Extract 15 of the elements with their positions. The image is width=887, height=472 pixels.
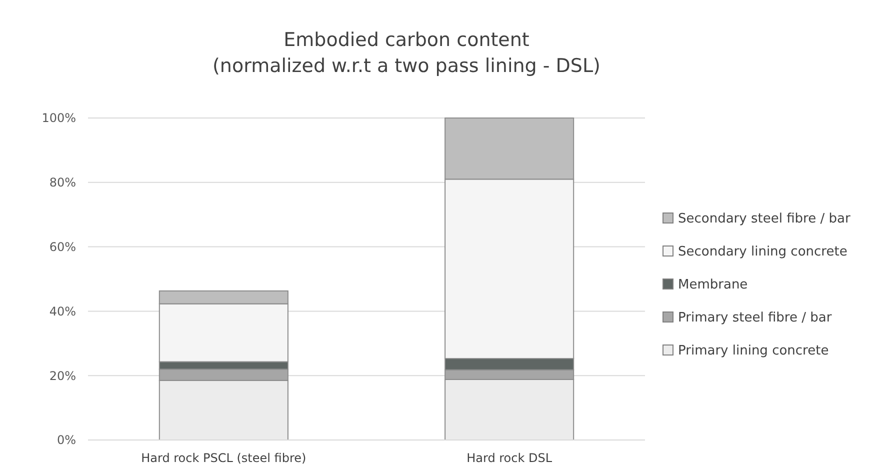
- y-tick-label: 60%: [49, 240, 76, 254]
- legend-label: Primary lining concrete: [678, 344, 829, 359]
- legend-label: Membrane: [678, 278, 748, 293]
- legend-label: Secondary lining concrete: [678, 244, 848, 260]
- legend-label: Primary steel fibre / bar: [678, 310, 832, 326]
- y-tick-label: 40%: [49, 304, 76, 318]
- x-tick-label: Hard rock DSL: [466, 451, 552, 465]
- chart-title: Embodied carbon content: [284, 29, 530, 51]
- legend-label: Secondary steel fibre / bar: [678, 212, 851, 227]
- y-tick-label: 100%: [42, 111, 76, 126]
- x-tick-label: Hard rock PSCL (steel fibre): [141, 451, 306, 465]
- y-tick-label: 0%: [56, 433, 76, 448]
- y-tick-label: 20%: [49, 368, 76, 383]
- chart-subtitle: (normalized w.r.t a two pass lining - DSL): [212, 55, 600, 77]
- y-tick-label: 80%: [49, 176, 76, 190]
